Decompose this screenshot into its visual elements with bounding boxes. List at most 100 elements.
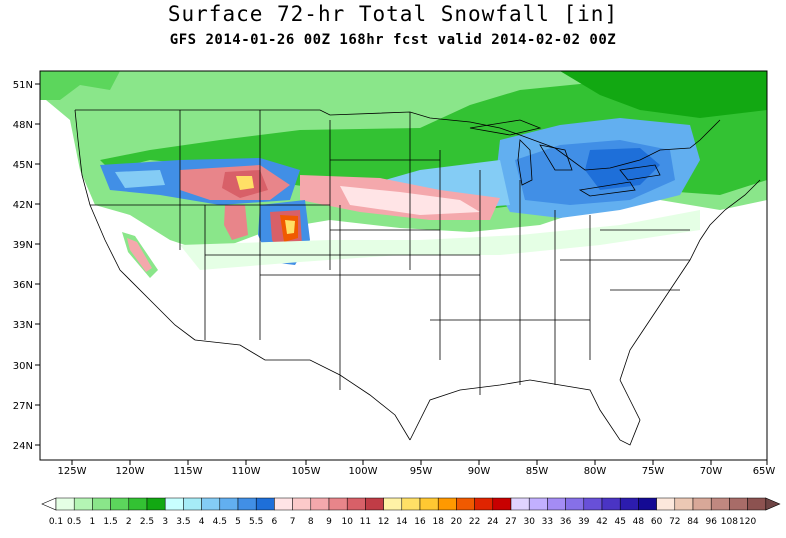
colorbar-label: 22 [469, 517, 480, 527]
colorbar-swatch [619, 497, 639, 511]
colorbar-swatch [528, 497, 548, 511]
colorbar-swatch [583, 497, 603, 511]
colorbar-min-arrow [41, 497, 57, 511]
lon-label: 125W [58, 466, 87, 477]
colorbar-label: 4.5 [213, 517, 227, 527]
lat-label: 30N [13, 361, 33, 372]
colorbar-label: 108 [721, 517, 738, 527]
colorbar-swatch [201, 497, 221, 511]
colorbar-label: 9 [326, 517, 332, 527]
lat-label: 48N [13, 120, 33, 131]
colorbar-swatch [547, 497, 566, 511]
colorbar-swatch [565, 497, 585, 511]
lon-label: 100W [349, 466, 378, 477]
colorbar-swatch [346, 497, 366, 511]
colorbar-label: 39 [578, 517, 590, 527]
colorbar-label: 36 [560, 517, 572, 527]
lat-label: 42N [13, 200, 33, 211]
colorbar-swatch [729, 497, 748, 511]
colorbar-label: 5.5 [249, 517, 263, 527]
colorbar-swatch [237, 497, 257, 511]
colorbar-swatch [183, 497, 202, 511]
colorbar-label: 3 [162, 517, 168, 527]
colorbar-label: 10 [341, 517, 353, 527]
colorbar-label: 24 [487, 517, 499, 527]
colorbar-label: 48 [633, 517, 645, 527]
colorbar-label: 0.1 [49, 517, 63, 527]
colorbar-label: 3.5 [176, 517, 190, 527]
colorbar-label: 0.5 [67, 517, 81, 527]
colorbar-swatch [474, 497, 494, 511]
colorbar-swatch [747, 497, 767, 511]
colorbar-label: 120 [739, 517, 756, 527]
colorbar-label: 20 [451, 517, 463, 527]
colorbar-swatch [674, 497, 694, 511]
colorbar-swatch [292, 497, 312, 511]
colorbar-swatch [710, 497, 730, 511]
colorbar-label: 16 [414, 517, 426, 527]
colorbar-label: 5 [235, 517, 241, 527]
map-subtitle: GFS 2014-01-26 00Z 168hr fcst valid 2014… [169, 32, 617, 48]
colorbar-label: 8 [308, 517, 314, 527]
lon-label: 105W [292, 466, 321, 477]
map-frame [39, 70, 768, 461]
lon-label: 70W [700, 466, 723, 477]
colorbar: 0.1 0.5 1 1.5 2 2.5 3 3.5 4 4.5 5 5.5 6 7 8 9 10 11 12 14 16… [41, 497, 781, 527]
colorbar-swatch [73, 497, 93, 511]
colorbar-swatch [55, 497, 75, 511]
colorbar-label: 60 [651, 517, 663, 527]
boundaries [74, 109, 761, 446]
colorbar-swatch [383, 497, 403, 511]
colorbar-label: 27 [505, 517, 516, 527]
colorbar-swatch [92, 497, 111, 511]
colorbar-label: 12 [378, 517, 389, 527]
colorbar-swatch [437, 497, 457, 511]
colorbar-label: 1 [90, 517, 96, 527]
lat-label: 27N [13, 401, 33, 412]
colorbar-label: 11 [360, 517, 371, 527]
lon-label: 80W [584, 466, 607, 477]
lat-label: 39N [13, 240, 33, 251]
lon-label: 120W [116, 466, 145, 477]
colorbar-label: 14 [396, 517, 408, 527]
colorbar-swatch [492, 497, 512, 511]
colorbar-swatch [638, 497, 657, 511]
longitude-axis: 125W 120W 115W 110W 105W 100W 95W 90W 85… [58, 460, 776, 477]
lon-label: 65W [753, 466, 776, 477]
colorbar-label: 45 [614, 517, 625, 527]
colorbar-swatch [146, 497, 166, 511]
lat-label: 33N [13, 320, 33, 331]
colorbar-swatch [310, 497, 330, 511]
lat-label: 45N [13, 160, 33, 171]
colorbar-swatch [328, 497, 348, 511]
lat-label: 24N [13, 441, 33, 452]
colorbar-label: 2.5 [140, 517, 154, 527]
lon-label: 115W [174, 466, 203, 477]
colorbar-swatch [692, 497, 712, 511]
lat-label: 51N [13, 80, 33, 91]
colorbar-label: 18 [432, 517, 444, 527]
colorbar-swatch [601, 497, 621, 511]
colorbar-label: 72 [669, 517, 680, 527]
lon-label: 90W [468, 466, 491, 477]
colorbar-swatch [274, 497, 293, 511]
colorbar-label: 84 [687, 517, 699, 527]
colorbar-swatch [656, 497, 676, 511]
map-title: Surface 72-hr Total Snowfall [in] [167, 2, 619, 26]
lon-label: 95W [410, 466, 433, 477]
colorbar-swatch [255, 497, 275, 511]
colorbar-label: 2 [126, 517, 132, 527]
colorbar-swatch [219, 497, 239, 511]
colorbar-label: 30 [523, 517, 535, 527]
colorbar-label: 1.5 [103, 517, 117, 527]
colorbar-label: 4 [199, 517, 205, 527]
colorbar-swatch [401, 497, 421, 511]
colorbar-swatch [456, 497, 475, 511]
colorbar-label: 96 [705, 517, 717, 527]
colorbar-swatch [419, 497, 439, 511]
lon-label: 75W [642, 466, 665, 477]
colorbar-label: 7 [290, 517, 296, 527]
colorbar-label: 33 [542, 517, 553, 527]
colorbar-label: 42 [596, 517, 607, 527]
